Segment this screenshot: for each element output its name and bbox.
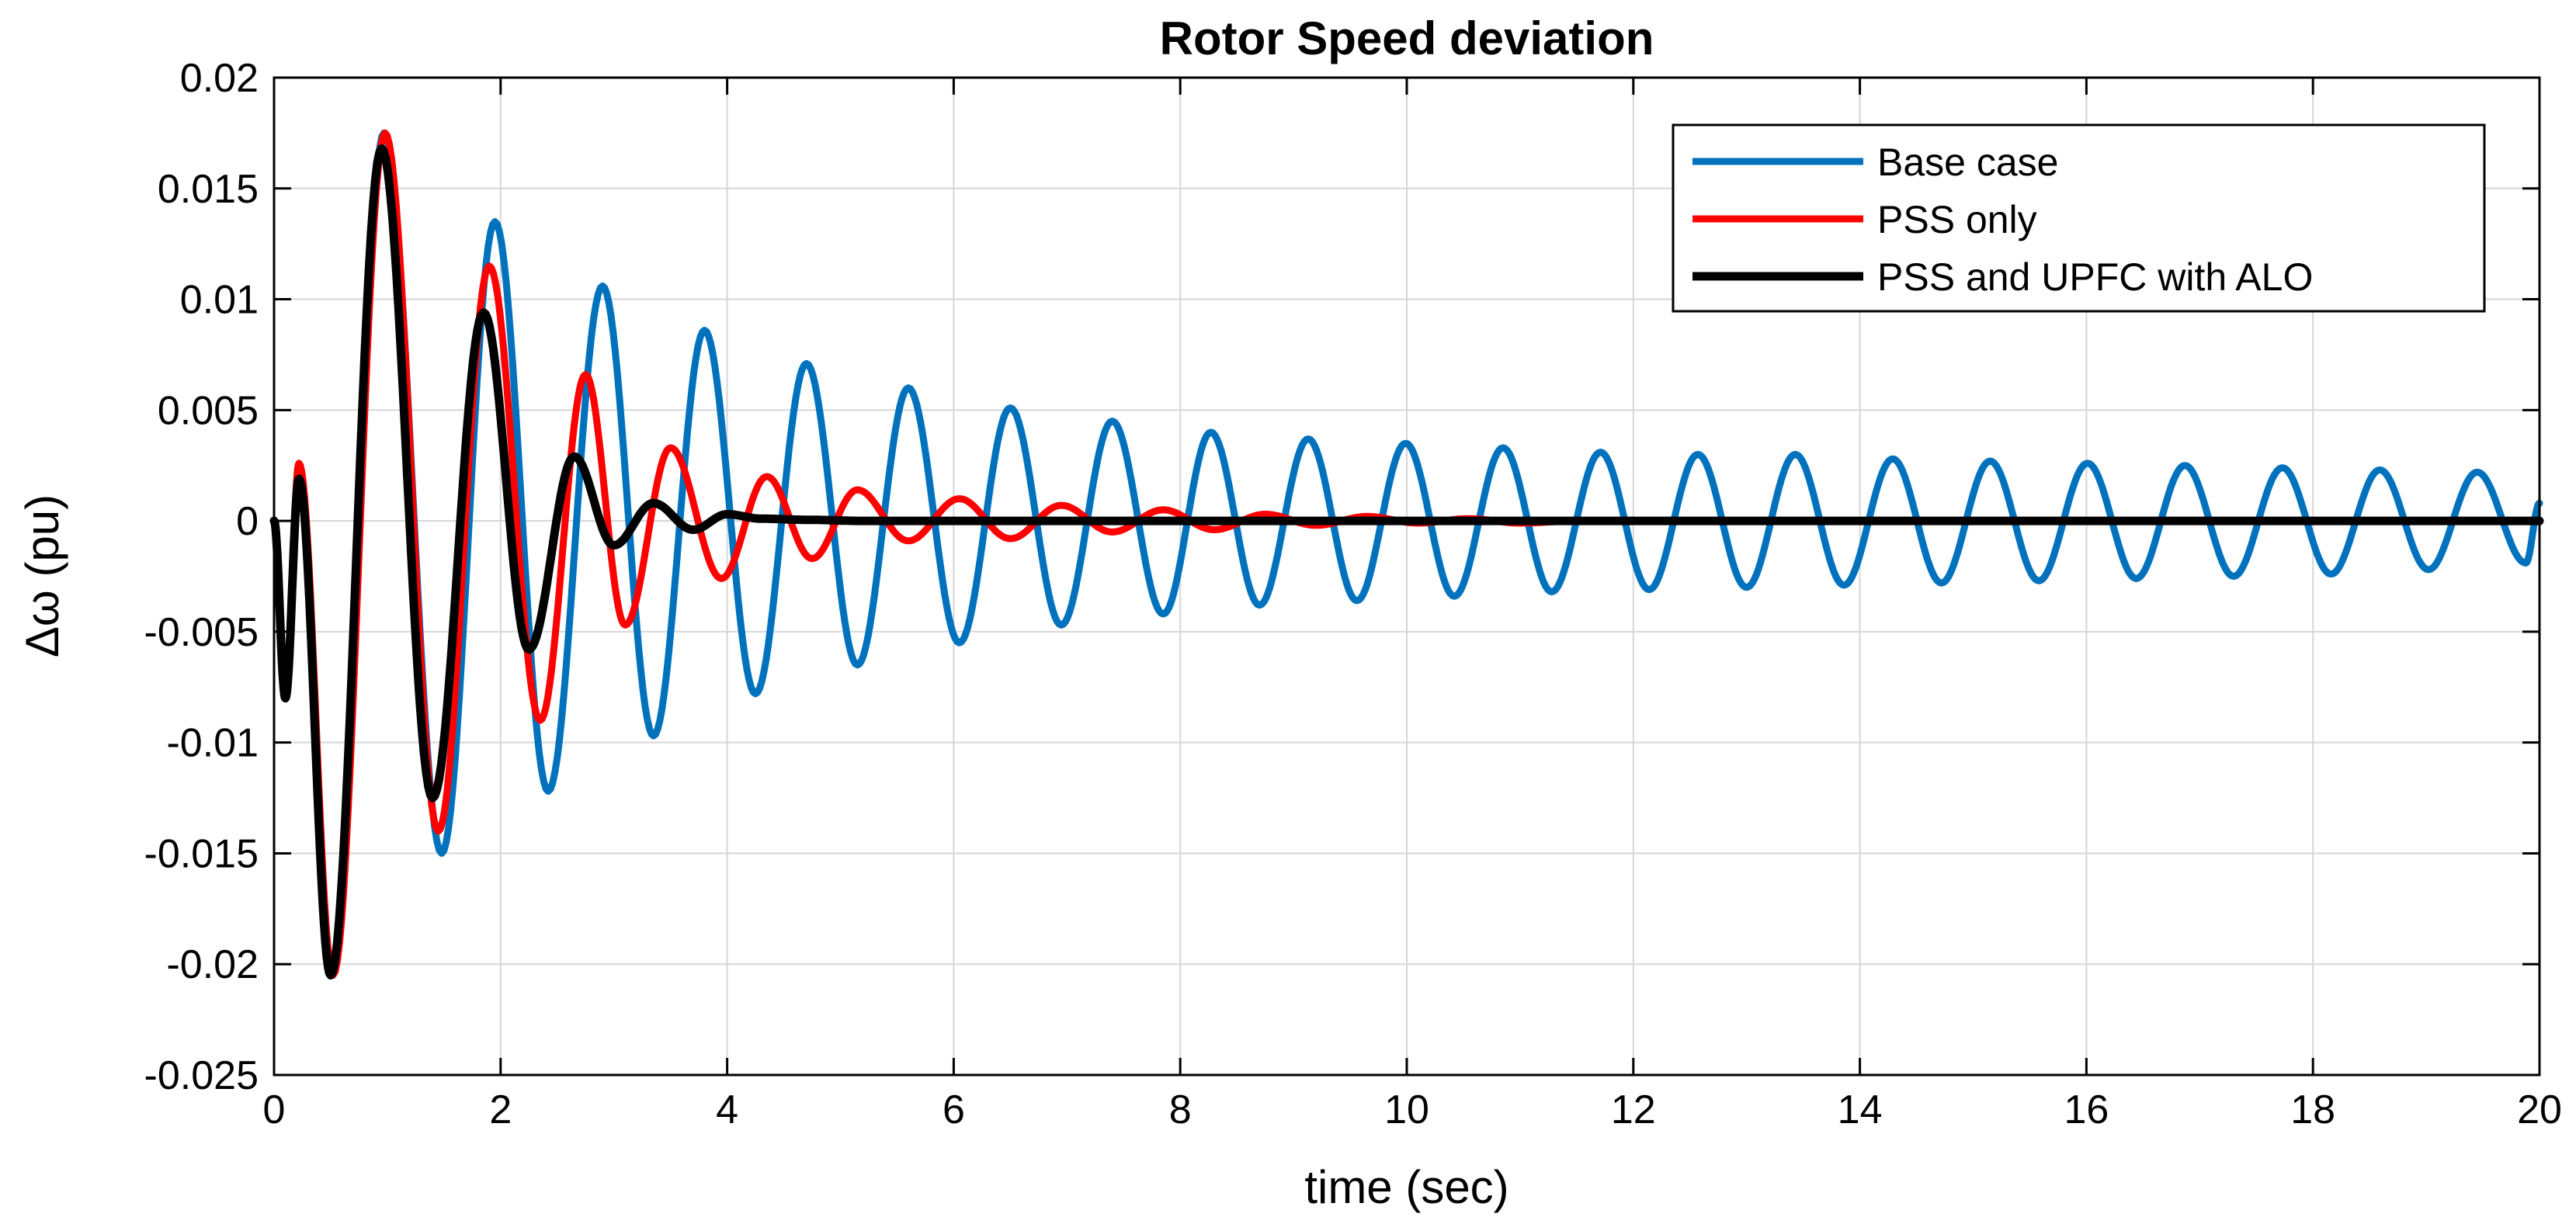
y-axis-label: Δω (pu) — [16, 494, 68, 657]
y-tick-label: 0.02 — [180, 56, 259, 101]
x-tick-label: 8 — [1169, 1087, 1192, 1132]
y-tick-label: 0.005 — [158, 388, 259, 433]
x-tick-label: 18 — [2290, 1087, 2335, 1132]
y-tick-label: 0.015 — [158, 167, 259, 212]
legend-label: PSS and UPFC with ALO — [1877, 255, 2313, 299]
legend-label: Base case — [1877, 140, 2058, 184]
series-line-1 — [270, 129, 2543, 979]
y-tick-label: 0.01 — [180, 278, 259, 323]
y-tick-label: -0.01 — [166, 721, 259, 766]
axis-ticks: 0 2 4 6 8 10 12 14 16 18 200.020.0150.010.0050-0.0… — [144, 56, 2562, 1132]
y-tick-label: -0.025 — [144, 1053, 259, 1098]
x-tick-label: 4 — [716, 1087, 738, 1132]
series-line-3 — [269, 144, 2544, 980]
legend-label: PSS only — [1877, 198, 2037, 241]
plot-series — [269, 129, 2544, 980]
x-tick-label: 16 — [2064, 1087, 2109, 1132]
x-tick-label: 2 — [489, 1087, 512, 1132]
x-tick-label: 6 — [943, 1087, 965, 1132]
x-tick-label: 14 — [1838, 1087, 1883, 1132]
y-tick-label: 0 — [236, 499, 259, 544]
chart-title: Rotor Speed deviation — [1160, 12, 1654, 64]
legend: Base case PSS only PSS and UPFC with ALO — [1672, 123, 2486, 313]
x-tick-label: 20 — [2517, 1087, 2562, 1132]
x-tick-label: 10 — [1384, 1087, 1429, 1132]
x-tick-label: 12 — [1611, 1087, 1656, 1132]
y-tick-label: -0.005 — [144, 610, 259, 655]
y-tick-label: -0.015 — [144, 831, 259, 876]
y-tick-label: -0.02 — [166, 942, 259, 987]
x-tick-label: 0 — [263, 1087, 286, 1132]
x-axis-label: time (sec) — [1304, 1161, 1508, 1213]
